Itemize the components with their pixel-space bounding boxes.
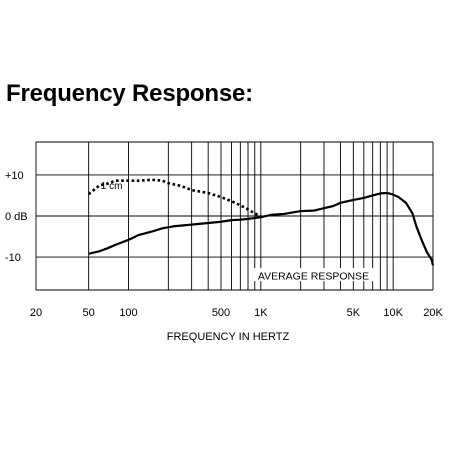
chart-labels: 1 cm AVERAGE RESPONSE 20 50 100 500 1K 5K 10K 20K… — [5, 170, 443, 319]
y-tick-label: -10 — [5, 252, 21, 264]
chart-grid — [35, 141, 434, 291]
x-tick-label: 20 — [30, 307, 42, 319]
y-tick-label: 0 dB — [5, 211, 28, 223]
x-axis-label: FREQUENCY IN HERTZ — [167, 331, 290, 343]
annotation-background — [250, 268, 376, 282]
x-tick-label: 5K — [347, 307, 361, 319]
y-tick-label: +10 — [5, 170, 24, 182]
series-line-1cm — [87, 178, 262, 218]
x-tick-label: 500 — [212, 307, 230, 319]
chart-series — [87, 178, 435, 266]
series-label: 1 cm — [101, 181, 123, 192]
series-line-average-response — [88, 191, 435, 266]
x-tick-label: 10K — [383, 307, 403, 319]
x-tick-label: 20K — [423, 307, 443, 319]
x-tick-label: 100 — [119, 307, 137, 319]
x-tick-label: 1K — [254, 307, 268, 319]
x-tick-label: 50 — [83, 307, 95, 319]
annotation-label: AVERAGE RESPONSE — [258, 271, 369, 283]
page-title: Frequency Response: — [6, 80, 253, 107]
